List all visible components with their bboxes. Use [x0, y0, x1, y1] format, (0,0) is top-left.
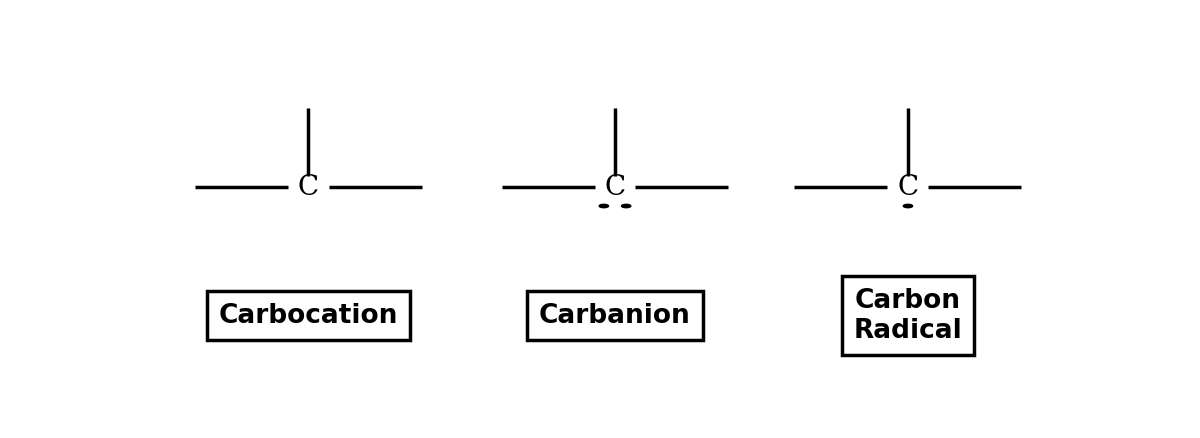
Text: Carbanion: Carbanion: [539, 303, 691, 328]
Text: Carbon
Radical: Carbon Radical: [853, 288, 962, 344]
Circle shape: [904, 204, 912, 208]
Circle shape: [599, 204, 608, 208]
Circle shape: [622, 204, 631, 208]
Text: C: C: [298, 174, 319, 201]
Text: C: C: [605, 174, 625, 201]
Text: C: C: [898, 174, 918, 201]
Text: Carbocation: Carbocation: [218, 303, 397, 328]
